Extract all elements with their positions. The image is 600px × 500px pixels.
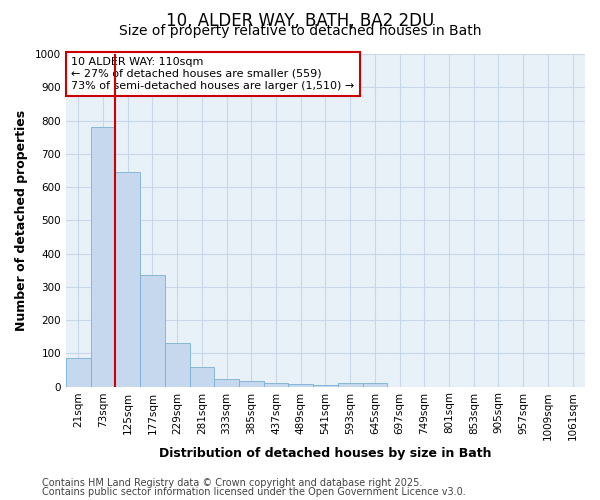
Bar (239, 380, 263, 386)
Bar (66, 358, 91, 386)
Bar (91, 127, 115, 386)
Text: 10, ALDER WAY, BATH, BA2 2DU: 10, ALDER WAY, BATH, BA2 2DU (166, 12, 434, 30)
Y-axis label: Number of detached properties: Number of detached properties (15, 110, 28, 331)
Bar (165, 342, 190, 386)
Text: Contains HM Land Registry data © Crown copyright and database right 2025.: Contains HM Land Registry data © Crown c… (42, 478, 422, 488)
Text: 10 ALDER WAY: 110sqm
← 27% of detached houses are smaller (559)
73% of semi-deta: 10 ALDER WAY: 110sqm ← 27% of detached h… (71, 58, 355, 90)
Bar (313, 385, 338, 386)
Bar (289, 384, 313, 386)
Bar (115, 172, 140, 386)
X-axis label: Distribution of detached houses by size in Bath: Distribution of detached houses by size … (159, 447, 492, 460)
Bar (140, 275, 165, 386)
Text: Contains public sector information licensed under the Open Government Licence v3: Contains public sector information licen… (42, 487, 466, 497)
Text: Size of property relative to detached houses in Bath: Size of property relative to detached ho… (119, 24, 481, 38)
Bar (263, 383, 289, 386)
Bar (338, 383, 362, 386)
Bar (214, 378, 239, 386)
Bar (190, 368, 214, 386)
Bar (362, 383, 387, 386)
